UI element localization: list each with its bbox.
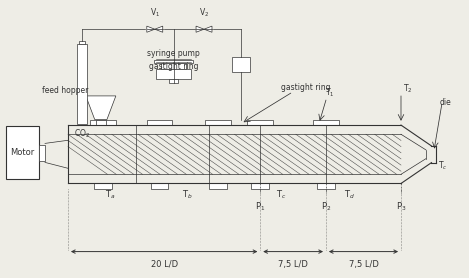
Polygon shape bbox=[86, 96, 116, 120]
Text: 7,5 L/D: 7,5 L/D bbox=[348, 260, 378, 269]
Bar bbox=[77, 44, 87, 124]
Text: T$_1$: T$_1$ bbox=[325, 86, 334, 99]
Text: T$_a$: T$_a$ bbox=[105, 188, 115, 201]
Text: feed hopper: feed hopper bbox=[43, 86, 89, 95]
Text: P$_3$: P$_3$ bbox=[396, 201, 406, 213]
Bar bbox=[209, 183, 227, 189]
Text: P$_1$: P$_1$ bbox=[255, 201, 265, 213]
Bar bbox=[156, 69, 191, 79]
Text: V$_1$: V$_1$ bbox=[150, 7, 160, 19]
Text: die: die bbox=[440, 98, 452, 107]
Bar bbox=[96, 120, 106, 125]
Text: Motor: Motor bbox=[10, 148, 35, 157]
Bar bbox=[205, 120, 231, 125]
Polygon shape bbox=[196, 26, 204, 32]
Bar bbox=[169, 79, 178, 83]
Bar bbox=[154, 60, 193, 63]
Text: CO$_2$: CO$_2$ bbox=[74, 128, 90, 140]
Bar bbox=[317, 183, 335, 189]
Bar bbox=[90, 120, 116, 125]
Bar bbox=[39, 145, 45, 161]
Text: T$_b$: T$_b$ bbox=[182, 188, 193, 201]
Bar bbox=[6, 126, 39, 179]
Bar bbox=[151, 183, 168, 189]
Polygon shape bbox=[204, 26, 212, 32]
Text: 7,5 L/D: 7,5 L/D bbox=[278, 260, 308, 269]
Polygon shape bbox=[155, 26, 163, 32]
Bar bbox=[146, 120, 172, 125]
Text: gastight ring: gastight ring bbox=[281, 83, 331, 92]
Bar bbox=[248, 120, 273, 125]
Text: T$_c$: T$_c$ bbox=[276, 188, 287, 201]
Text: T$_c$: T$_c$ bbox=[438, 160, 448, 172]
Bar bbox=[161, 63, 186, 69]
Bar bbox=[94, 183, 112, 189]
Text: syringe pump: syringe pump bbox=[147, 49, 200, 58]
Text: gastight ring: gastight ring bbox=[149, 62, 198, 71]
Polygon shape bbox=[147, 26, 155, 32]
Text: 20 L/D: 20 L/D bbox=[151, 260, 178, 269]
Bar bbox=[79, 41, 85, 44]
Text: T$_d$: T$_d$ bbox=[344, 188, 355, 201]
Bar bbox=[313, 120, 339, 125]
Bar bbox=[232, 57, 250, 72]
Text: P$_2$: P$_2$ bbox=[321, 201, 331, 213]
Text: V$_2$: V$_2$ bbox=[199, 7, 209, 19]
Text: T$_2$: T$_2$ bbox=[403, 83, 413, 95]
Bar bbox=[251, 183, 269, 189]
